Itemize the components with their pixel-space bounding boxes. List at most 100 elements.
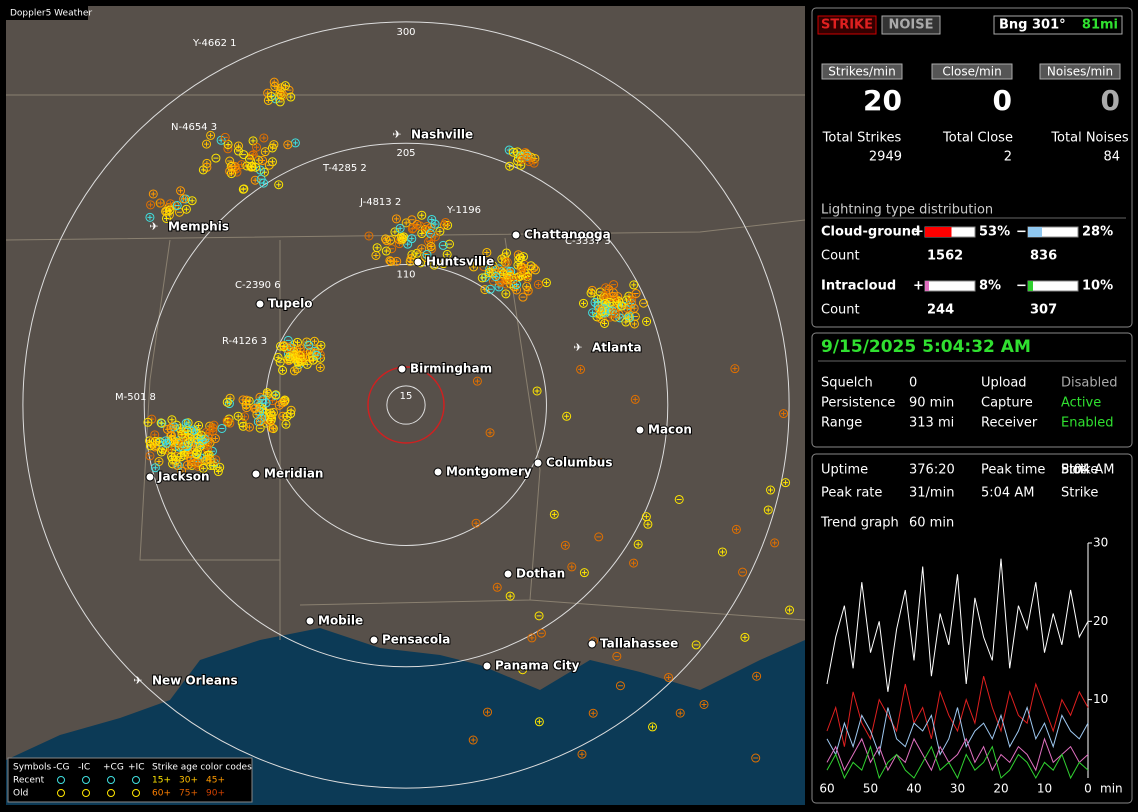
strike bbox=[274, 180, 284, 190]
range-label: 15 bbox=[400, 391, 413, 402]
strike bbox=[238, 184, 248, 194]
range-ring bbox=[265, 264, 547, 546]
strike bbox=[441, 217, 451, 227]
strike bbox=[766, 485, 776, 495]
total-label: Total Strikes bbox=[822, 131, 902, 146]
strike bbox=[385, 256, 395, 266]
strike bbox=[527, 633, 537, 643]
rate-value: 0 bbox=[993, 84, 1012, 117]
strike bbox=[541, 278, 551, 288]
strike bbox=[183, 438, 193, 448]
app-title: Doppler5 Weather bbox=[10, 9, 92, 19]
percent: 8% bbox=[979, 279, 1001, 294]
city-label: Nashville bbox=[411, 128, 473, 142]
storm-label: Y-4662 1 bbox=[192, 38, 237, 49]
distribution-title: Lightning type distribution bbox=[821, 203, 993, 218]
stat: Peak rate bbox=[821, 486, 882, 501]
strike bbox=[514, 272, 524, 282]
trend-line bbox=[826, 737, 1089, 772]
city-label: Pensacola bbox=[382, 633, 450, 647]
strike bbox=[648, 722, 658, 732]
strike bbox=[244, 422, 254, 432]
strike bbox=[610, 308, 620, 318]
border bbox=[5, 219, 806, 241]
trend-line bbox=[826, 676, 1089, 747]
setting: 313 mi bbox=[909, 416, 954, 431]
type-name: Intracloud bbox=[821, 279, 896, 294]
bar bbox=[925, 227, 952, 237]
stat: 376:20 bbox=[909, 463, 955, 478]
count-label: Count bbox=[821, 249, 860, 264]
strike bbox=[586, 288, 596, 298]
strike bbox=[293, 357, 303, 367]
strike bbox=[310, 336, 320, 346]
strike bbox=[183, 426, 193, 436]
range-label: 110 bbox=[396, 270, 415, 281]
strike bbox=[189, 458, 199, 468]
trend-line bbox=[826, 558, 1089, 692]
strike bbox=[372, 243, 382, 253]
strike bbox=[234, 141, 244, 151]
strike bbox=[156, 447, 166, 457]
strike bbox=[281, 419, 291, 429]
strike bbox=[259, 133, 269, 143]
legend-symbol bbox=[107, 776, 115, 784]
title-bar bbox=[6, 6, 88, 20]
strike bbox=[165, 205, 175, 215]
strike bbox=[233, 411, 243, 421]
strike bbox=[438, 259, 448, 269]
city-label: Meridian bbox=[264, 467, 323, 481]
strike bbox=[508, 147, 518, 157]
strike bbox=[438, 240, 448, 250]
strike bbox=[567, 562, 577, 572]
sign: − bbox=[1016, 279, 1027, 294]
legend-symbol bbox=[57, 776, 65, 784]
strike bbox=[286, 92, 296, 102]
panel-counts bbox=[811, 7, 1133, 328]
strike bbox=[206, 130, 216, 140]
strike bbox=[616, 301, 626, 311]
strike bbox=[225, 156, 235, 166]
y-tick-label: 10 bbox=[1093, 692, 1108, 706]
strike bbox=[560, 540, 570, 550]
strike bbox=[477, 273, 487, 283]
total-label: Total Close bbox=[942, 131, 1013, 146]
strike bbox=[590, 297, 600, 307]
trend-line bbox=[826, 745, 1089, 780]
setting: Enabled bbox=[1061, 416, 1114, 431]
strike bbox=[187, 196, 197, 206]
strike bbox=[171, 455, 181, 465]
stat: Strike bbox=[1061, 486, 1098, 501]
strike bbox=[594, 532, 604, 542]
strike bbox=[150, 440, 160, 450]
strike bbox=[292, 337, 302, 347]
strike bbox=[371, 250, 381, 260]
storm-label: C-3337 3 bbox=[565, 236, 611, 247]
strike bbox=[269, 140, 279, 150]
stat: Strike bbox=[1061, 463, 1098, 478]
legend-symbol bbox=[82, 789, 90, 797]
x-tick-label: 30 bbox=[950, 782, 965, 796]
city-dot bbox=[533, 458, 543, 468]
strike bbox=[471, 518, 481, 528]
y-tick-label: 30 bbox=[1093, 536, 1108, 550]
strike bbox=[407, 224, 417, 234]
city-dot bbox=[397, 364, 407, 374]
strike bbox=[217, 423, 227, 433]
strike bbox=[395, 223, 405, 233]
stat: 5:04 AM bbox=[981, 486, 1034, 501]
legend-type: +IC bbox=[128, 763, 144, 773]
strike bbox=[181, 204, 191, 214]
strike bbox=[150, 463, 160, 473]
strike bbox=[730, 364, 740, 374]
strike bbox=[517, 265, 527, 275]
legend-text: Old bbox=[13, 789, 28, 799]
border bbox=[529, 599, 806, 621]
city-dot bbox=[482, 661, 492, 671]
strike bbox=[484, 268, 494, 278]
city-dot bbox=[305, 616, 315, 626]
strike bbox=[242, 403, 252, 413]
strike bbox=[220, 132, 230, 142]
bar bbox=[925, 281, 929, 291]
strike bbox=[312, 350, 322, 360]
